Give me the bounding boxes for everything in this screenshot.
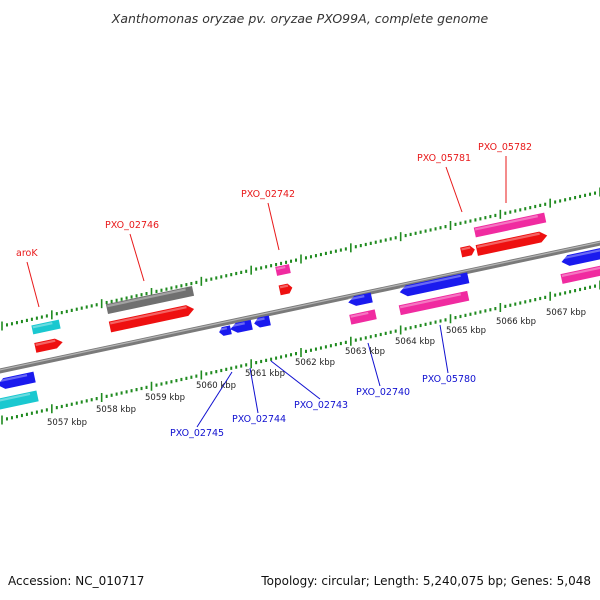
gene-cyan-left[interactable] bbox=[0, 390, 39, 409]
scale-label: 5066 kbp bbox=[496, 317, 536, 327]
scale-label: 5062 kbp bbox=[295, 358, 335, 368]
gene-label-arok[interactable]: aroK bbox=[16, 248, 38, 259]
scale-label: 5058 kbp bbox=[96, 405, 136, 415]
gene-label-pxo-05781[interactable]: PXO_05781 bbox=[417, 153, 471, 164]
gene-label-pxo-02745[interactable]: PXO_02745 bbox=[170, 428, 224, 439]
scale-label: 5057 kbp bbox=[47, 418, 87, 428]
scale-label: 5065 kbp bbox=[446, 326, 486, 336]
scale-label: 5060 kbp bbox=[196, 381, 236, 391]
scale-label: 5061 kbp bbox=[245, 369, 285, 379]
gene-blue-left[interactable] bbox=[0, 372, 36, 391]
gene-label-pxo-02743[interactable]: PXO_02743 bbox=[294, 400, 348, 411]
accession-text: Accession: NC_010717 bbox=[8, 574, 144, 588]
leader-pxo-02742 bbox=[268, 203, 279, 250]
map-title: Xanthomonas oryzae pv. oryzae PXO99A, co… bbox=[111, 11, 489, 26]
forward-gene-labels: aroK PXO_02746 PXO_02742 PXO_05781 PXO_0… bbox=[16, 142, 532, 259]
gene-pink-reverse[interactable] bbox=[349, 309, 377, 324]
gene-pink-outer-body[interactable] bbox=[275, 264, 291, 276]
gene-pxo-02742-body[interactable] bbox=[279, 283, 294, 295]
scale-label: 5064 kbp bbox=[395, 337, 435, 347]
gene-label-pxo-02744[interactable]: PXO_02744 bbox=[232, 414, 286, 425]
gene-label-pxo-02746[interactable]: PXO_02746 bbox=[105, 220, 159, 231]
gene-pxo-02745[interactable] bbox=[218, 325, 232, 336]
genome-map: Xanthomonas oryzae pv. oryzae PXO99A, co… bbox=[0, 0, 600, 600]
gene-pxo-05781-body[interactable] bbox=[460, 245, 476, 258]
leader-arok bbox=[27, 262, 39, 307]
gene-blue-left-body[interactable] bbox=[0, 372, 36, 391]
genome-summary-text: Topology: circular; Length: 5,240,075 bp… bbox=[260, 574, 591, 588]
gene-features bbox=[0, 213, 600, 410]
gene-pxo-02742[interactable] bbox=[279, 283, 294, 295]
gene-arok[interactable] bbox=[34, 337, 63, 353]
scale-label: 5067 kbp bbox=[546, 308, 586, 318]
gene-pxo-05781[interactable] bbox=[460, 245, 476, 258]
gene-pxo-02745-body[interactable] bbox=[218, 325, 232, 336]
leader-pxo-02746 bbox=[130, 234, 144, 281]
scale-label: 5063 kbp bbox=[345, 347, 385, 357]
gene-cyan-outer[interactable] bbox=[31, 320, 60, 335]
gene-label-pxo-05780[interactable]: PXO_05780 bbox=[422, 374, 476, 385]
leader-pxo-05781 bbox=[446, 167, 462, 212]
scale-label: 5059 kbp bbox=[145, 393, 185, 403]
gene-label-pxo-05782[interactable]: PXO_05782 bbox=[478, 142, 532, 153]
gene-label-pxo-02740[interactable]: PXO_02740 bbox=[356, 387, 410, 398]
gene-pink-reverse-right[interactable] bbox=[560, 264, 600, 284]
gene-label-pxo-02742[interactable]: PXO_02742 bbox=[241, 189, 295, 200]
gene-pink-outer[interactable] bbox=[275, 264, 291, 276]
